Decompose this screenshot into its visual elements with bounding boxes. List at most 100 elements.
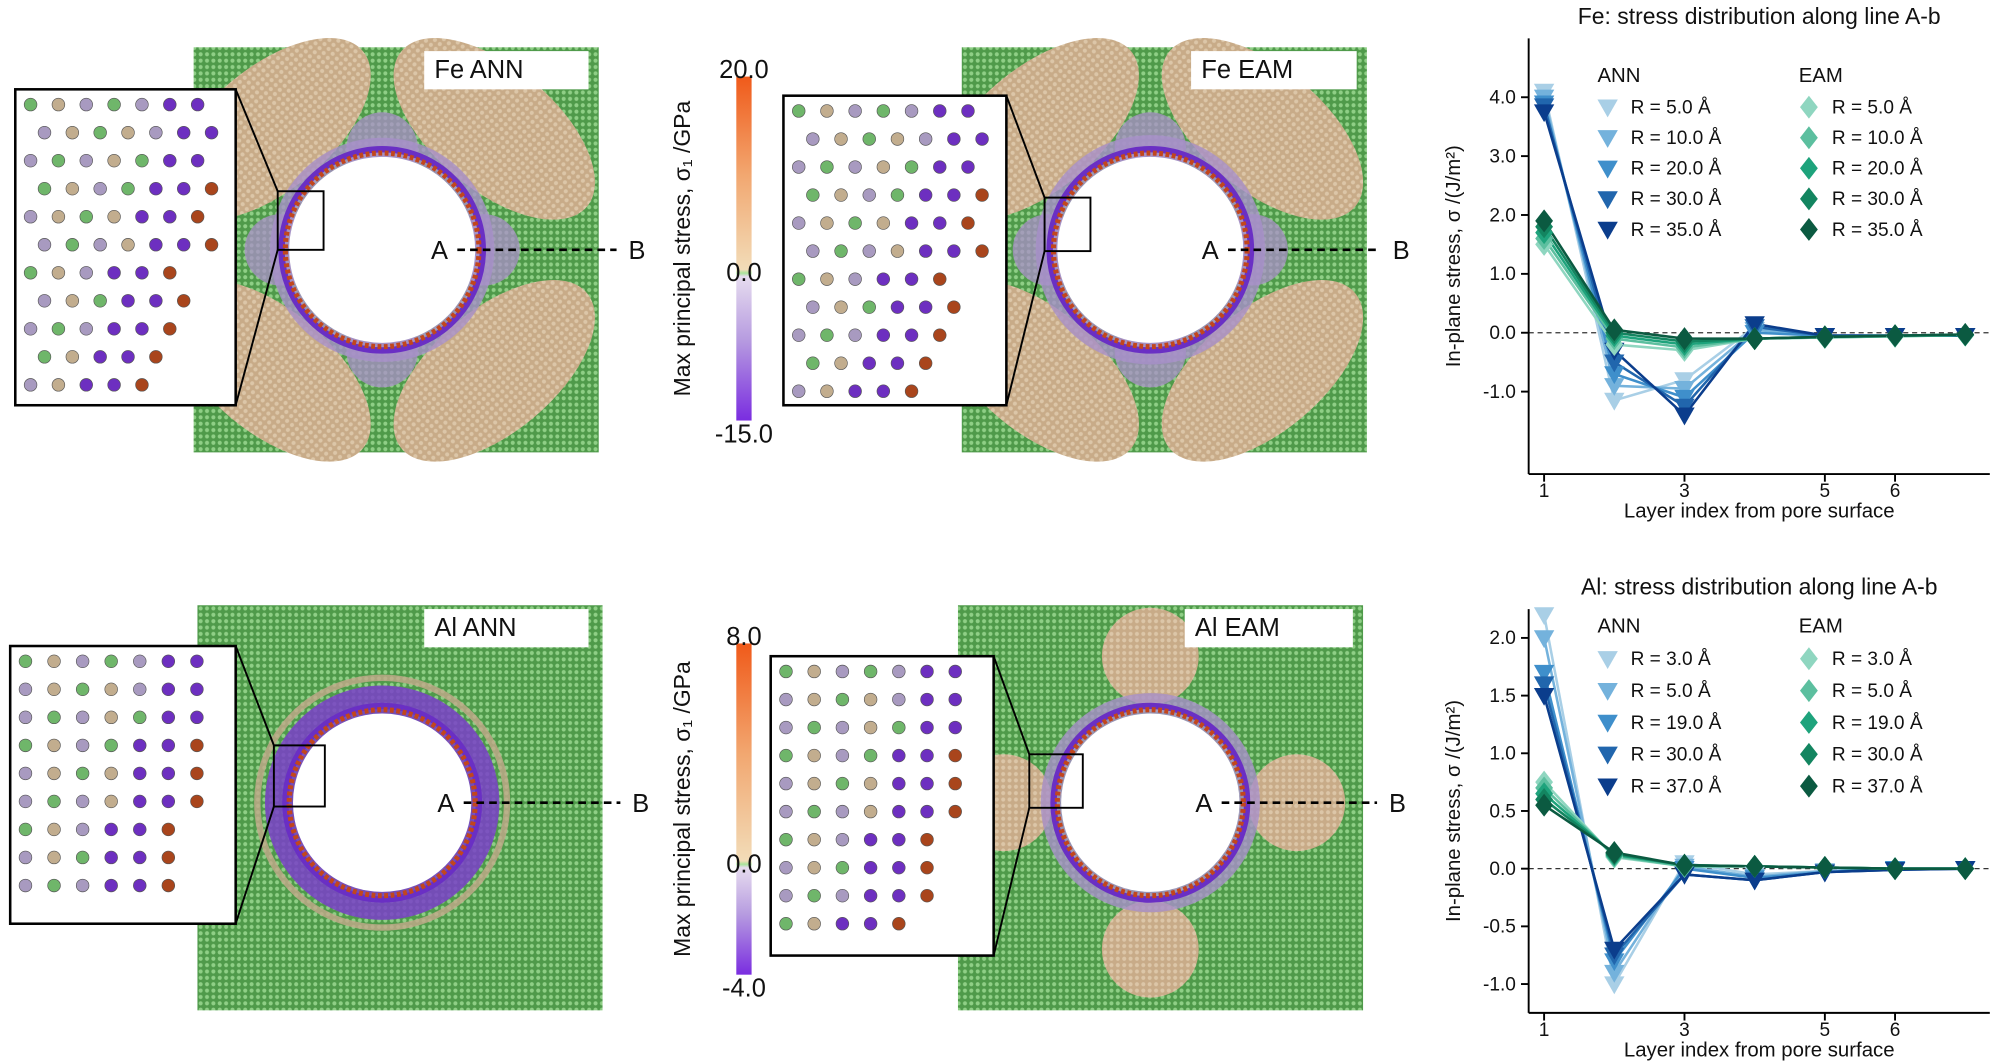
atom — [163, 322, 176, 335]
atom — [76, 851, 89, 864]
atom — [19, 711, 32, 724]
atom — [792, 161, 805, 174]
atom — [108, 322, 121, 335]
legend-marker — [1597, 683, 1617, 701]
marker — [1534, 607, 1554, 625]
atom — [821, 217, 834, 230]
atom — [163, 98, 176, 111]
atom — [849, 329, 862, 342]
atom — [105, 711, 118, 724]
atom — [849, 273, 862, 286]
legend-label: R = 20.0 Å — [1631, 159, 1722, 180]
atom — [76, 711, 89, 724]
atom — [80, 210, 93, 223]
marker — [1886, 324, 1904, 347]
atom — [892, 889, 905, 902]
atom — [808, 665, 821, 678]
atom — [921, 693, 934, 706]
legend-label: R = 37.0 Å — [1631, 776, 1722, 797]
legend-label: R = 10.0 Å — [1631, 128, 1722, 149]
legend-label: R = 35.0 Å — [1832, 220, 1923, 241]
legend-marker — [1597, 130, 1617, 148]
atom — [19, 851, 32, 864]
legend-marker — [1800, 775, 1818, 798]
atom — [933, 329, 946, 342]
atom — [905, 105, 918, 118]
atom — [792, 105, 805, 118]
marker — [1956, 857, 1974, 880]
atomistic-panel: Al EAMAB — [771, 605, 1406, 1010]
atom — [105, 655, 118, 668]
atom — [19, 739, 32, 752]
chart-title: Al: stress distribution along line A-b — [1581, 574, 1938, 600]
atom — [806, 133, 819, 146]
marker — [1886, 857, 1904, 880]
atom — [849, 105, 862, 118]
atom — [105, 739, 118, 752]
legend-marker — [1800, 157, 1818, 180]
panel-label: Fe EAM — [1201, 56, 1293, 84]
atom — [122, 238, 135, 251]
atom — [892, 693, 905, 706]
atom — [66, 238, 79, 251]
atom — [163, 154, 176, 167]
atom — [919, 189, 932, 202]
colorbar-tick-label: -4.0 — [722, 975, 766, 1003]
atom — [122, 294, 135, 307]
atom — [792, 385, 805, 398]
atom — [24, 322, 37, 335]
atom — [162, 823, 175, 836]
atom — [149, 238, 162, 251]
atom — [19, 683, 32, 696]
atom — [80, 322, 93, 335]
atom — [19, 795, 32, 808]
legend-marker — [1597, 747, 1617, 765]
atom — [133, 823, 146, 836]
atom — [133, 879, 146, 892]
atom — [877, 385, 890, 398]
colorbar-label: Max principal stress, σ₁ /GPa — [669, 101, 695, 397]
y-tick-label: -0.5 — [1483, 917, 1516, 938]
atom — [808, 693, 821, 706]
atom — [836, 861, 849, 874]
panel-label: Al ANN — [434, 614, 516, 642]
atom — [806, 301, 819, 314]
atom — [136, 266, 149, 279]
y-tick-label: 0.0 — [1489, 323, 1516, 344]
atom — [191, 154, 204, 167]
atom — [38, 294, 51, 307]
marker — [1674, 408, 1694, 426]
legend-marker — [1800, 218, 1818, 241]
atom — [80, 378, 93, 391]
legend-title: EAM — [1799, 615, 1843, 637]
y-tick-label: 3.0 — [1489, 146, 1516, 167]
atom — [962, 161, 975, 174]
atom — [780, 833, 793, 846]
atom — [919, 357, 932, 370]
atom — [949, 777, 962, 790]
y-tick-label: -1.0 — [1483, 382, 1516, 403]
atom — [864, 889, 877, 902]
atom — [162, 711, 175, 724]
atom — [808, 749, 821, 762]
atom — [933, 273, 946, 286]
legend-title: ANN — [1597, 615, 1640, 637]
atom — [892, 777, 905, 790]
atom — [808, 805, 821, 818]
atom — [48, 683, 61, 696]
y-tick-label: 2.0 — [1489, 205, 1516, 226]
legend-label: R = 19.0 Å — [1832, 713, 1923, 734]
y-tick-label: 0.0 — [1489, 859, 1516, 880]
legend-label: R = 5.0 Å — [1832, 681, 1912, 702]
atom — [52, 98, 65, 111]
atom — [976, 133, 989, 146]
atom — [162, 879, 175, 892]
atom — [864, 917, 877, 930]
atom — [836, 721, 849, 734]
atom — [891, 245, 904, 258]
atom — [133, 683, 146, 696]
atom — [76, 767, 89, 780]
atom — [863, 245, 876, 258]
atom — [835, 245, 848, 258]
legend-label: R = 37.0 Å — [1832, 776, 1923, 797]
